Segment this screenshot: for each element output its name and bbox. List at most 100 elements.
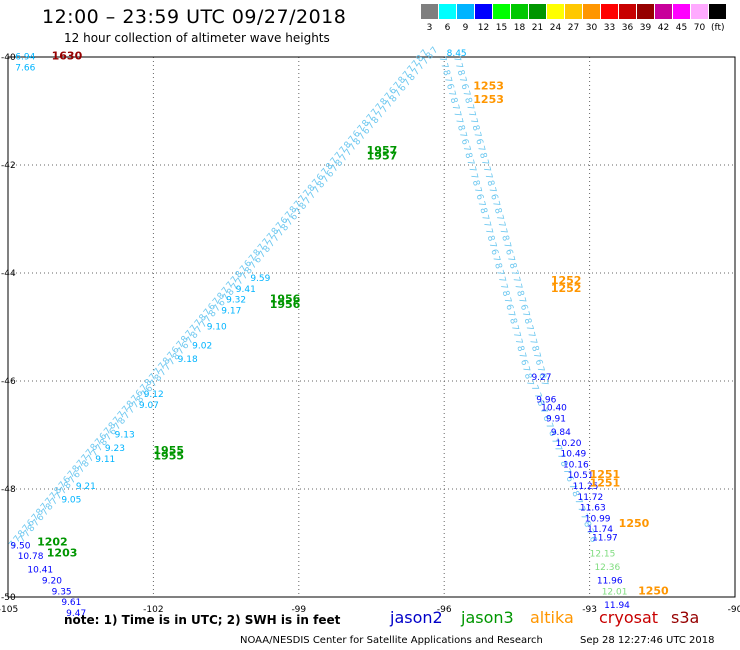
track-glyph: 7 [406, 64, 417, 75]
track-glyph: 7 [266, 239, 277, 250]
track-glyph: 8 [225, 287, 237, 298]
track-glyph: 8 [171, 351, 183, 362]
track-glyph: 7 [384, 99, 395, 110]
track-glyph: 7 [198, 319, 209, 330]
track-glyph: 7 [234, 276, 245, 287]
satellite-label-jason3: jason3 [461, 608, 514, 627]
wave-height-value: 9.11 [95, 455, 115, 465]
track-glyph: 8 [448, 97, 459, 105]
track-glyph: 7 [534, 365, 545, 373]
track-glyph: 6 [518, 303, 529, 311]
lat-tick-label: -44 [1, 269, 16, 279]
track-glyph: 7 [321, 174, 332, 185]
legend-swatch [439, 4, 456, 19]
track-glyph: 8 [125, 399, 137, 410]
track-glyph: 7 [479, 159, 490, 167]
track-glyph: 7 [561, 467, 572, 476]
lon-tick-label: -90 [728, 605, 740, 615]
track-glyph: 8 [198, 313, 210, 324]
track-glyph: 7 [220, 286, 231, 297]
legend-label: 9 [462, 23, 469, 33]
track-glyph: 7 [356, 124, 367, 135]
track-glyph: 6 [503, 248, 514, 256]
legend-swatch [601, 4, 618, 19]
pass-time-label: 1251 [590, 476, 621, 489]
satellite-label-s3a: s3a [671, 608, 700, 627]
track-glyph: 7 [446, 90, 457, 98]
track-glyph: 7 [302, 189, 313, 200]
legend-swatch [655, 4, 672, 19]
track-glyph: 6 [444, 83, 455, 91]
track-glyph: 7 [338, 145, 349, 156]
legend-swatch [619, 4, 636, 19]
track-glyph: 7 [257, 250, 268, 261]
track-glyph: 7 [30, 513, 41, 524]
wave-height-value: 10.51 [568, 471, 594, 481]
lon-tick-label: -93 [582, 605, 597, 615]
legend-swatch [709, 4, 726, 19]
track-glyph: 7 [453, 117, 464, 125]
track-glyph: 7 [453, 62, 464, 70]
track-glyph: 7 [438, 62, 449, 70]
track-glyph: 7 [329, 156, 340, 167]
track-glyph: 6 [518, 359, 529, 367]
track-glyph: 6 [397, 83, 409, 94]
track-glyph: 7 [520, 365, 531, 373]
track-glyph: 7 [176, 346, 187, 357]
track-glyph: 7 [464, 159, 475, 167]
wave-height-value: 12.01 [602, 587, 628, 597]
track-glyph: 7 [531, 352, 542, 360]
track-glyph: 7 [512, 283, 523, 291]
track-glyph: 7 [442, 76, 453, 84]
wave-height-value: 9.41 [236, 285, 256, 295]
track-glyph: 8 [522, 317, 533, 325]
pass-time-label: 1202 [37, 536, 68, 549]
wave-height-value: 10.40 [541, 404, 567, 414]
track-glyph: 7 [490, 255, 501, 263]
wave-height-value: 12.36 [594, 563, 620, 573]
track-glyph: 8 [507, 262, 518, 270]
track-glyph: 7 [58, 486, 69, 497]
track-glyph: 7 [383, 91, 394, 102]
track-glyph: 8 [500, 290, 511, 298]
track-glyph: 7 [457, 76, 468, 84]
track-glyph: 7 [121, 404, 132, 415]
lon-tick-label: -99 [291, 605, 306, 615]
track-glyph: 8 [216, 291, 228, 302]
track-glyph: 7 [221, 292, 232, 303]
wave-height-value: 10.41 [27, 566, 53, 576]
legend-label: 15 [495, 23, 508, 33]
legend-label: 21 [531, 23, 544, 33]
track-glyph: 7 [90, 448, 101, 459]
track-glyph: 7 [311, 178, 322, 189]
track-glyph: 7 [436, 55, 447, 63]
track-glyph: 7 [239, 271, 250, 282]
legend-swatch [691, 4, 708, 19]
track-glyph: 8 [388, 94, 400, 105]
track-glyph: 7 [229, 275, 240, 286]
track-glyph: 7 [330, 164, 341, 175]
track-glyph: 7 [416, 61, 427, 72]
pass-time-label: 1251 [590, 468, 621, 481]
track-glyph: 6 [361, 126, 373, 137]
track-glyph: 6 [503, 303, 514, 311]
track-glyph: 7 [103, 426, 114, 437]
track-glyph: 7 [311, 185, 322, 196]
track-glyph: 8 [343, 140, 355, 151]
track-glyph: 7 [375, 110, 386, 121]
legend-label: 6 [444, 23, 451, 33]
track-glyph: 7 [202, 307, 213, 318]
legend-swatch [547, 4, 564, 19]
pass-time-label: 1252 [551, 274, 582, 287]
pass-time-label: 1955 [153, 444, 184, 457]
track-glyph: 8 [234, 269, 246, 280]
track-glyph: 6 [289, 212, 301, 223]
track-glyph: 8 [370, 115, 382, 126]
track-glyph: 7 [481, 165, 492, 173]
track-glyph: 7 [483, 227, 494, 235]
track-glyph: 6 [533, 358, 544, 366]
track-glyph: 8 [143, 377, 155, 388]
track-glyph: 7 [307, 190, 318, 201]
track-glyph: 8 [455, 124, 466, 132]
